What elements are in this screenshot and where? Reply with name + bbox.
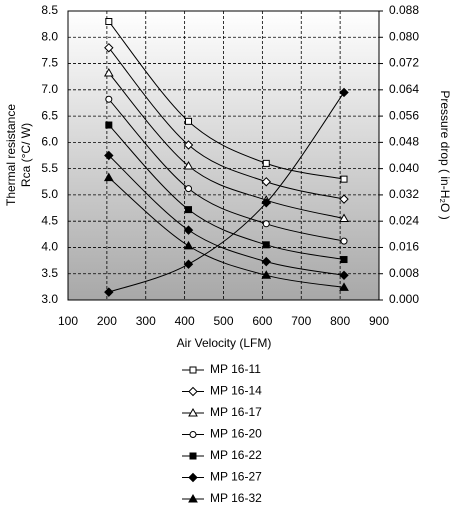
marker bbox=[261, 270, 272, 279]
y-tick-label: 8.5 bbox=[41, 3, 58, 17]
legend-label: MP 16-27 bbox=[210, 470, 262, 484]
y-tick-label: 7.5 bbox=[41, 56, 58, 70]
y2-tick-label: 0.080 bbox=[389, 29, 419, 43]
series-line bbox=[108, 47, 345, 200]
marker bbox=[339, 194, 349, 204]
x-tick-label: 500 bbox=[213, 314, 233, 328]
y-tick-label: 3.5 bbox=[41, 266, 58, 280]
marker bbox=[105, 121, 113, 129]
x-tick-label: 100 bbox=[58, 314, 78, 328]
x-tick-label: 800 bbox=[330, 314, 350, 328]
y2-tick-label: 0.000 bbox=[389, 292, 419, 306]
y2-tick-label: 0.024 bbox=[389, 213, 419, 227]
marker bbox=[185, 117, 193, 125]
series-line bbox=[108, 124, 345, 261]
legend-label: MP 16-22 bbox=[210, 448, 262, 462]
x-tick-label: 400 bbox=[175, 314, 195, 328]
marker bbox=[339, 213, 349, 223]
marker bbox=[188, 407, 198, 417]
x-axis-label: Air Velocity (LFM) bbox=[177, 336, 272, 350]
marker bbox=[339, 282, 349, 291]
y-tick-label: 7.0 bbox=[41, 82, 58, 96]
marker bbox=[103, 67, 114, 77]
x-tick-label: 900 bbox=[369, 314, 389, 328]
x-tick-label: 700 bbox=[291, 314, 311, 328]
marker bbox=[104, 287, 114, 297]
legend-label: MP 16-32 bbox=[210, 491, 262, 505]
legend-label: MP 16-17 bbox=[210, 405, 262, 419]
marker bbox=[340, 256, 348, 264]
x-tick-label: 300 bbox=[136, 314, 156, 328]
y2-tick-label: 0.016 bbox=[389, 240, 419, 254]
y2-tick-label: 0.008 bbox=[389, 266, 419, 280]
marker bbox=[189, 366, 197, 374]
marker bbox=[104, 43, 114, 53]
y-tick-label: 6.5 bbox=[41, 108, 58, 122]
marker bbox=[104, 150, 114, 161]
series-line bbox=[108, 155, 345, 276]
marker bbox=[189, 452, 197, 460]
marker bbox=[188, 472, 198, 483]
marker bbox=[340, 237, 348, 245]
marker bbox=[183, 259, 194, 269]
marker bbox=[183, 225, 194, 235]
x-tick-label: 600 bbox=[252, 314, 272, 328]
y-axis-label: Thermal resistance bbox=[4, 104, 18, 206]
marker bbox=[105, 18, 113, 26]
legend-label: MP 16-11 bbox=[210, 362, 261, 376]
y2-tick-label: 0.048 bbox=[389, 135, 419, 149]
marker bbox=[339, 270, 349, 281]
marker bbox=[105, 95, 113, 103]
marker bbox=[262, 220, 270, 228]
marker bbox=[261, 198, 271, 208]
y-tick-label: 8.0 bbox=[41, 29, 58, 43]
y-tick-label: 5.0 bbox=[41, 187, 58, 201]
marker bbox=[262, 159, 270, 167]
series-line bbox=[108, 177, 345, 288]
x-tick-label: 200 bbox=[97, 314, 117, 328]
marker bbox=[185, 185, 193, 193]
y2-tick-label: 0.040 bbox=[389, 161, 419, 175]
y2-tick-label: 0.072 bbox=[389, 56, 419, 70]
y2-tick-label: 0.088 bbox=[389, 3, 419, 17]
marker bbox=[183, 161, 194, 170]
marker bbox=[188, 493, 198, 503]
series-line bbox=[108, 92, 345, 293]
y2-tick-label: 0.056 bbox=[389, 108, 419, 122]
marker bbox=[103, 172, 114, 182]
y-tick-label: 5.5 bbox=[41, 161, 58, 175]
marker bbox=[183, 140, 194, 150]
marker bbox=[261, 256, 271, 267]
legend-label: MP 16-20 bbox=[210, 427, 262, 441]
y-tick-label: 3.0 bbox=[41, 292, 58, 306]
marker bbox=[261, 177, 271, 187]
marker bbox=[183, 240, 194, 250]
marker bbox=[189, 431, 197, 438]
y-tick-label: 6.0 bbox=[41, 135, 58, 149]
y2-tick-label: 0.032 bbox=[389, 187, 419, 201]
y2-axis-label: Pressure drop ( in-H₂O ) bbox=[438, 90, 452, 219]
marker bbox=[340, 175, 348, 183]
series-line bbox=[108, 21, 345, 180]
plot-border bbox=[67, 10, 380, 301]
legend-label: MP 16-14 bbox=[210, 384, 262, 398]
marker bbox=[188, 386, 198, 397]
series-line bbox=[108, 72, 345, 220]
marker bbox=[262, 241, 270, 249]
y2-tick-label: 0.064 bbox=[389, 82, 419, 96]
marker bbox=[185, 206, 193, 214]
marker bbox=[339, 87, 349, 98]
y-axis-label: Rca (°C/ W) bbox=[19, 123, 33, 187]
series-line bbox=[108, 98, 345, 242]
y-tick-label: 4.5 bbox=[41, 213, 58, 227]
y-tick-label: 4.0 bbox=[41, 240, 58, 254]
